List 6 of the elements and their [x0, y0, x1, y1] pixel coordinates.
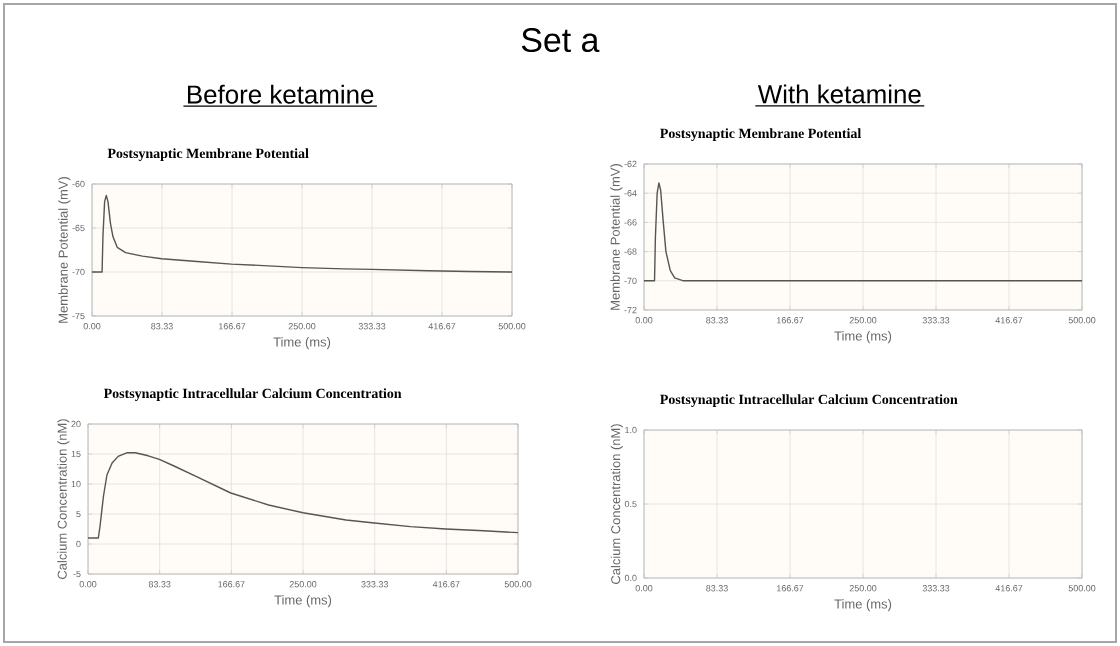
text: Set a — [521, 28, 600, 53]
line-series — [87, 452, 519, 539]
line-series — [643, 182, 1083, 282]
text: With ketamine — [757, 84, 921, 104]
text: Before ketamine — [187, 84, 374, 104]
line-series — [91, 194, 513, 273]
